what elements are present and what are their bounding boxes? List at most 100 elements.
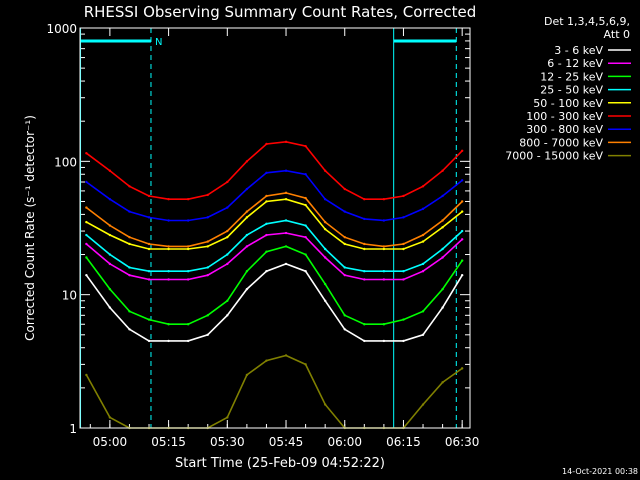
x-tick-label: 05:00 xyxy=(93,435,128,449)
data-point xyxy=(323,197,327,201)
data-point xyxy=(108,306,112,309)
data-point xyxy=(460,200,464,203)
data-point xyxy=(167,219,170,222)
data-point xyxy=(284,219,288,222)
data-point xyxy=(441,247,444,251)
data-point xyxy=(226,253,229,256)
legend-entry-label: 12 - 25 keV xyxy=(540,70,603,83)
chart-title: RHESSI Observing Summary Count Rates, Co… xyxy=(84,3,477,21)
data-point xyxy=(343,314,346,317)
data-point xyxy=(441,226,444,229)
y-axis-label: Corrected Count Rate (s⁻¹ detector⁻¹) xyxy=(23,115,37,341)
data-point xyxy=(108,224,112,227)
data-point xyxy=(147,269,151,273)
data-point xyxy=(128,328,131,331)
data-point xyxy=(304,269,307,273)
legend-header-line-2: Att 0 xyxy=(604,28,630,41)
data-point xyxy=(402,194,405,198)
data-point xyxy=(284,197,288,201)
data-point xyxy=(265,250,268,253)
data-point xyxy=(128,235,131,239)
y-tick-label: 10 xyxy=(62,289,77,303)
legend-entry-label: 800 - 7000 keV xyxy=(519,136,603,149)
attenuator-flag-label: N xyxy=(155,37,162,48)
data-point xyxy=(245,233,249,237)
data-point xyxy=(206,314,209,317)
data-point xyxy=(402,242,405,246)
data-point xyxy=(85,233,88,237)
data-point xyxy=(85,242,88,246)
data-point xyxy=(323,299,327,302)
data-point xyxy=(382,219,386,222)
data-point xyxy=(363,339,366,343)
data-point xyxy=(284,191,288,195)
data-point xyxy=(108,262,112,266)
data-point xyxy=(128,185,131,188)
data-point xyxy=(147,247,151,251)
x-tick-label: 05:45 xyxy=(269,435,304,449)
series-line xyxy=(85,219,463,273)
data-point xyxy=(245,245,249,248)
footer-date: 14-Oct-2021 00:38 xyxy=(562,467,638,476)
x-axis-label: Start Time (25-Feb-09 04:52:22) xyxy=(175,456,385,471)
series-line xyxy=(85,169,463,222)
data-point xyxy=(363,269,366,273)
data-point xyxy=(304,224,307,227)
data-point xyxy=(421,240,425,243)
data-point xyxy=(128,210,131,213)
legend-entry-label: 100 - 300 keV xyxy=(526,110,603,123)
data-point xyxy=(460,259,464,262)
legend-entry-label: 3 - 6 keV xyxy=(554,44,603,57)
x-tick-label: 05:15 xyxy=(151,435,186,449)
data-point xyxy=(108,287,112,291)
data-point xyxy=(363,278,366,281)
data-point xyxy=(421,262,425,266)
data-point xyxy=(186,323,190,326)
data-point xyxy=(167,247,170,251)
data-point xyxy=(85,180,88,184)
data-point xyxy=(108,169,112,172)
data-point xyxy=(304,173,307,176)
data-point xyxy=(382,339,386,343)
data-point xyxy=(85,273,88,277)
data-point xyxy=(245,160,249,163)
data-point xyxy=(186,197,190,201)
data-point xyxy=(206,240,209,243)
plot-frame xyxy=(79,27,471,429)
data-point xyxy=(382,269,386,273)
series-line xyxy=(85,263,463,342)
data-point xyxy=(382,197,386,201)
data-point xyxy=(382,245,386,248)
data-point xyxy=(147,339,151,343)
data-point xyxy=(304,196,307,200)
data-point xyxy=(441,219,444,222)
data-point xyxy=(421,207,425,211)
data-point xyxy=(108,253,112,256)
data-point xyxy=(304,235,307,239)
data-point xyxy=(304,253,307,256)
data-point xyxy=(460,149,464,152)
data-point xyxy=(108,197,112,201)
data-point xyxy=(186,339,190,343)
data-point xyxy=(343,266,346,269)
data-point xyxy=(147,318,151,321)
data-point xyxy=(343,273,346,277)
data-point xyxy=(363,242,366,246)
data-point xyxy=(206,193,209,197)
data-point xyxy=(460,229,464,233)
data-point xyxy=(284,245,288,248)
data-point xyxy=(382,323,386,326)
data-point xyxy=(284,140,288,144)
data-point xyxy=(206,266,209,269)
data-point xyxy=(402,339,405,343)
data-point xyxy=(128,242,131,246)
data-point xyxy=(206,273,209,277)
data-point xyxy=(441,287,444,291)
series-line xyxy=(85,140,463,200)
data-point xyxy=(441,256,444,259)
data-point xyxy=(85,373,88,377)
data-point xyxy=(226,299,229,302)
data-point xyxy=(402,247,405,251)
